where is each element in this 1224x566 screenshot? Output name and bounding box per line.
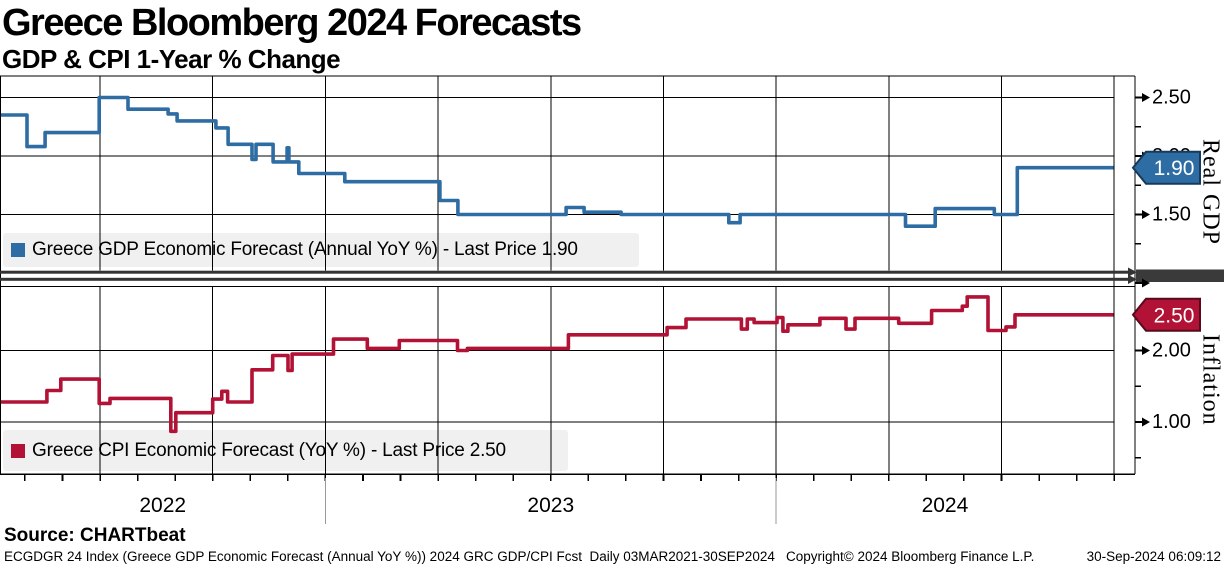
y-tick-label: 2.50 (1152, 87, 1191, 109)
legend-gdp-label: Greece GDP Economic Forecast (Annual YoY… (32, 239, 578, 260)
cpi-series-line (0, 295, 1114, 434)
panel-splitter-grip (1136, 269, 1224, 282)
y-tick-arrow-icon (1142, 93, 1150, 102)
panel-splitter-line (0, 277, 1128, 281)
last-price-badge-value: 2.50 (1154, 304, 1195, 327)
footer-copyright: Copyright© 2024 Bloomberg Finance L.P. (786, 549, 1035, 564)
gdp-series-swatch-icon (11, 243, 25, 257)
last-price-badge-value: 1.90 (1154, 157, 1195, 180)
x-axis-year-label: 2024 (922, 494, 969, 517)
x-axis-year-label: 2022 (139, 494, 186, 517)
gdp-series-line (0, 95, 1114, 228)
y-tick-arrow-icon (1142, 346, 1150, 355)
gdp-last-price-badge (1131, 150, 1201, 185)
cpi-last-price-badge (1131, 297, 1201, 332)
legend-cpi-label: Greece CPI Economic Forecast (YoY %) - L… (32, 439, 506, 461)
page-title: Greece Bloomberg 2024 Forecasts (2, 2, 582, 44)
page-subtitle: GDP & CPI 1-Year % Change (2, 44, 341, 74)
legend-gdp: Greece GDP Economic Forecast (Annual YoY… (3, 233, 639, 267)
y-tick-arrow-icon (1142, 417, 1150, 427)
y-tick-label: 2.00 (1152, 340, 1191, 362)
x-axis-year-label: 2023 (527, 494, 574, 517)
right-axis-title-inflation: Inflation (1197, 334, 1224, 426)
y-tick-arrow-icon (1142, 210, 1150, 219)
cpi-series-swatch-icon (11, 443, 25, 458)
panel-splitter-line (0, 270, 1128, 274)
footer-datetime: 30-Sep-2024 06:09:12 (1086, 549, 1221, 564)
y-tick-label: 1.00 (1152, 411, 1191, 433)
splitter-arrow-icon (1128, 274, 1137, 284)
splitter-arrow-icon (1128, 267, 1137, 277)
y-tick-label: 1.50 (1152, 204, 1191, 226)
legend-cpi: Greece CPI Economic Forecast (YoY %) - L… (3, 430, 568, 471)
y-tick-arrow-icon (1142, 278, 1150, 288)
right-axis-title-real-gdp: Real GDP (1197, 139, 1224, 245)
footer-ticker-info: ECGDGR 24 Index (Greece GDP Economic For… (4, 549, 775, 564)
source-label: Source: CHARTbeat (4, 525, 186, 546)
